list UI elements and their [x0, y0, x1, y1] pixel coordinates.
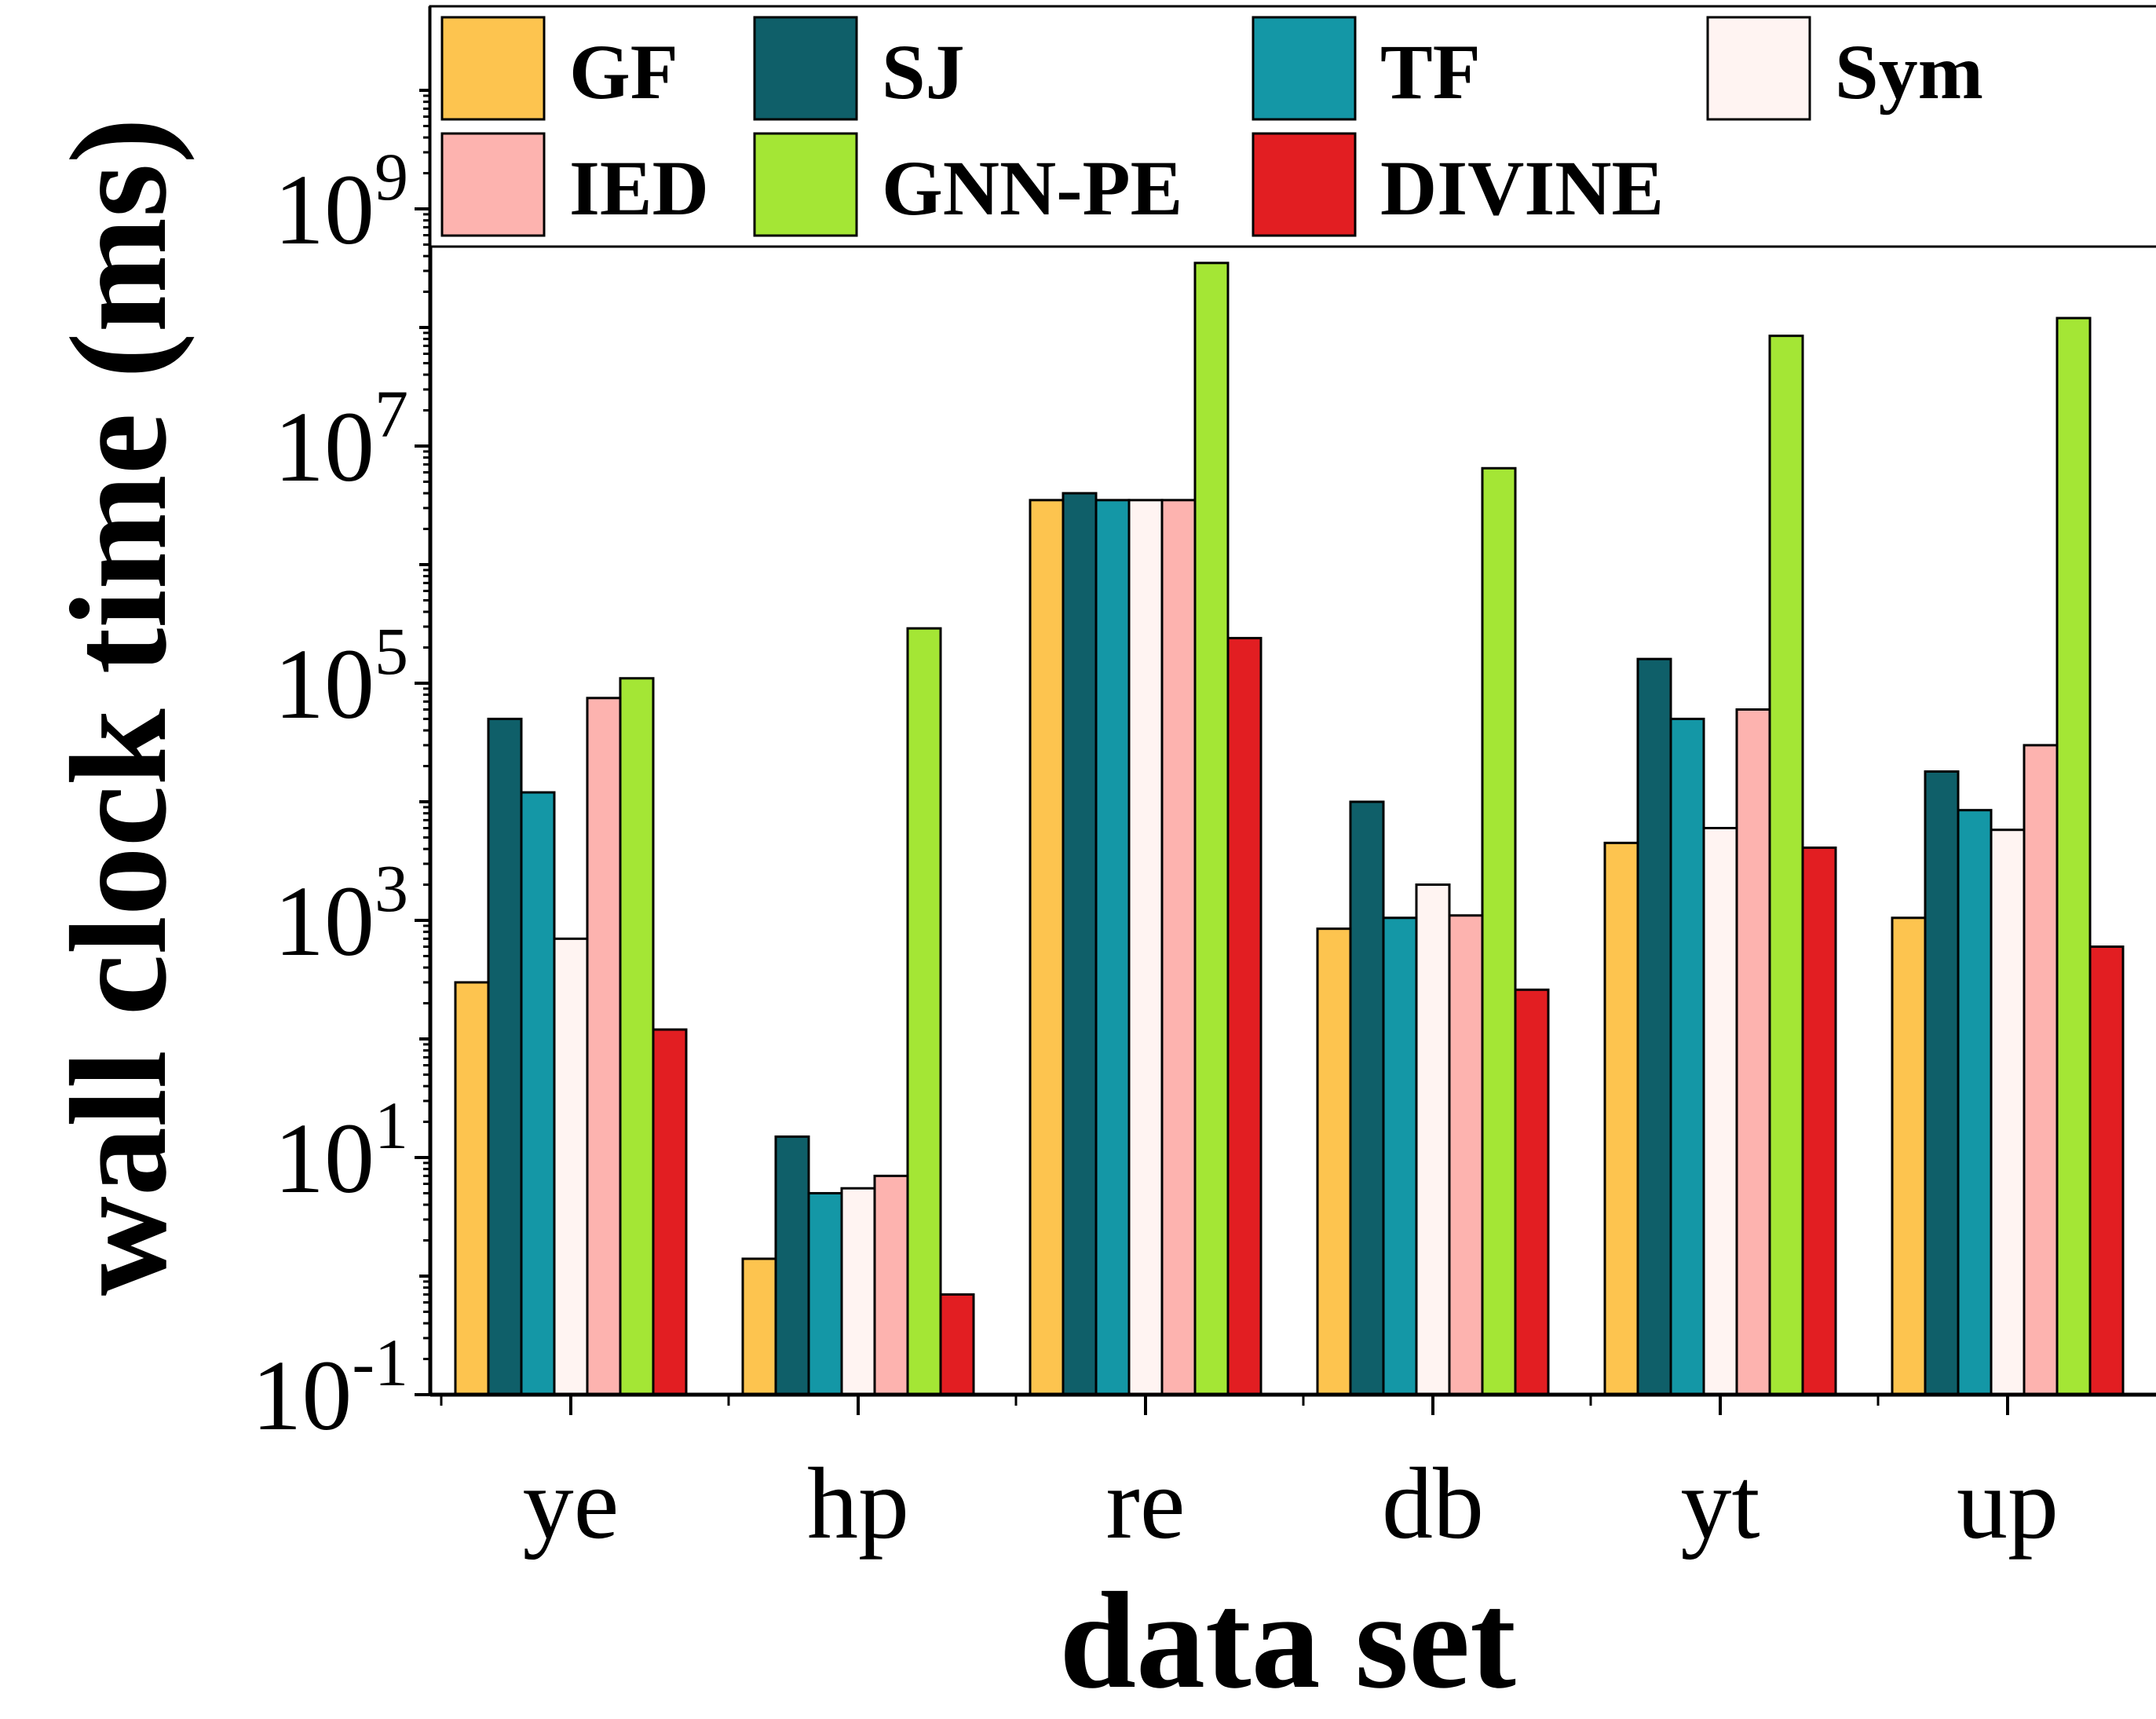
- bar-divine-db: [1514, 988, 1550, 1396]
- x-tick-label-yt: yt: [1680, 1447, 1760, 1560]
- y-tick-label: 105: [274, 613, 408, 740]
- x-axis-title: data set: [1059, 1564, 1516, 1717]
- bar-sj-db: [1349, 800, 1385, 1396]
- bar-ied-up: [2023, 744, 2059, 1396]
- x-axis: ye hp re db yt up: [430, 1392, 2156, 1560]
- bar-gnn-pe-hp: [906, 627, 942, 1396]
- x-tick-label-re: re: [1106, 1447, 1186, 1560]
- bar-ied-yt: [1735, 708, 1771, 1396]
- y-axis: 10-1 101 103 105 107 109: [251, 6, 433, 1451]
- bar-tf-re: [1094, 499, 1131, 1396]
- bar-ied-ye: [586, 697, 622, 1396]
- legend-label-divine: DIVINE: [1380, 144, 1664, 232]
- bar-ied-hp: [873, 1174, 909, 1396]
- legend-label-gf: GF: [569, 28, 678, 115]
- bar-gnn-pe-re: [1193, 262, 1230, 1396]
- bar-gnn-pe-db: [1481, 466, 1517, 1396]
- bar-gf-ye: [454, 981, 490, 1396]
- legend-swatch-ied: [440, 132, 546, 237]
- legend: GF SJ TF Sym IED GNN-PE DIVINE: [429, 5, 2156, 248]
- bar-gf-yt: [1603, 841, 1639, 1396]
- legend-swatch-sym: [1706, 16, 1811, 121]
- bar-gnn-pe-yt: [1768, 335, 1804, 1396]
- x-tick-label-ye: ye: [523, 1447, 619, 1560]
- bar-sym-up: [1990, 828, 2026, 1396]
- bar-ied-re: [1160, 499, 1197, 1396]
- legend-label-gnn-pe: GNN-PE: [882, 144, 1182, 232]
- bar-gf-up: [1891, 916, 1927, 1396]
- y-tick-label: 103: [274, 850, 408, 977]
- bar-sym-re: [1127, 499, 1164, 1396]
- bar-tf-db: [1382, 916, 1418, 1396]
- legend-label-sym: Sym: [1835, 28, 1983, 115]
- bar-gf-re: [1029, 499, 1065, 1396]
- bar-divine-re: [1226, 637, 1263, 1396]
- x-tick-label-hp: hp: [807, 1447, 909, 1560]
- bar-sym-yt: [1702, 826, 1738, 1396]
- bar-gnn-pe-up: [2056, 316, 2092, 1396]
- y-tick-label: 109: [274, 139, 408, 265]
- bars-layer: [454, 262, 2125, 1396]
- bar-gf-db: [1316, 927, 1352, 1396]
- bar-divine-ye: [652, 1028, 688, 1396]
- bar-tf-ye: [520, 791, 556, 1396]
- bar-sj-ye: [487, 717, 523, 1396]
- y-axis-title: wall clock time (ms): [42, 118, 196, 1296]
- bar-sj-up: [1924, 770, 1960, 1396]
- bar-sj-yt: [1636, 657, 1672, 1396]
- y-tick-label: 107: [274, 376, 408, 503]
- plot-area: 10-1 101 103 105 107 109 ye hp re db yt up: [251, 6, 2156, 1560]
- y-tick-label: 101: [274, 1088, 408, 1214]
- bar-sym-hp: [840, 1187, 876, 1396]
- bar-sj-hp: [774, 1135, 810, 1396]
- legend-swatch-divine: [1252, 132, 1357, 237]
- legend-label-sj: SJ: [882, 28, 965, 115]
- bar-tf-yt: [1669, 717, 1705, 1396]
- x-tick-label-db: db: [1382, 1447, 1484, 1560]
- bar-sym-db: [1415, 883, 1451, 1396]
- legend-swatch-gnn-pe: [753, 132, 858, 237]
- legend-swatch-sj: [753, 16, 858, 121]
- bar-ied-db: [1448, 914, 1484, 1396]
- bar-gf-hp: [741, 1257, 777, 1396]
- x-tick-label-up: up: [1957, 1447, 2059, 1560]
- bar-divine-yt: [1801, 846, 1837, 1396]
- bar-sym-ye: [553, 937, 589, 1396]
- legend-label-ied: IED: [569, 144, 709, 232]
- bar-divine-hp: [939, 1293, 975, 1396]
- bar-tf-up: [1957, 809, 1993, 1396]
- bar-sj-re: [1062, 492, 1098, 1396]
- bar-divine-up: [2088, 945, 2125, 1396]
- legend-swatch-tf: [1252, 16, 1357, 121]
- legend-swatch-gf: [440, 16, 546, 121]
- bar-gnn-pe-ye: [619, 677, 655, 1396]
- legend-label-tf: TF: [1380, 28, 1481, 115]
- y-tick-label: 10-1: [251, 1325, 408, 1451]
- bar-tf-hp: [807, 1191, 843, 1396]
